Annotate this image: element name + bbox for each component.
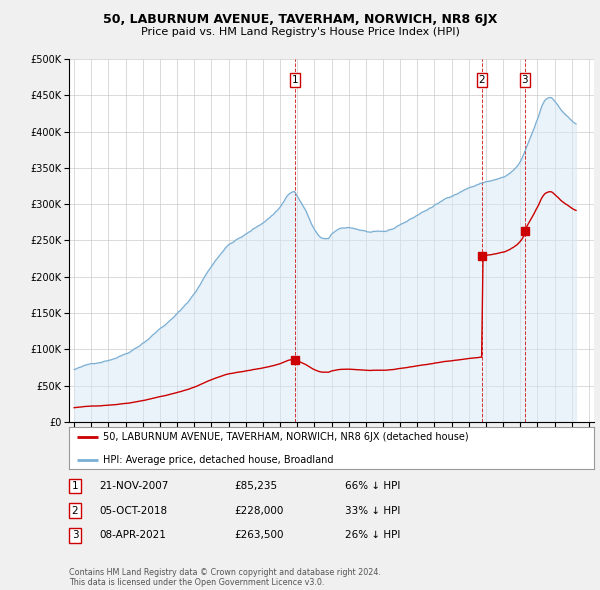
Text: 2: 2 xyxy=(71,506,79,516)
Text: 66% ↓ HPI: 66% ↓ HPI xyxy=(345,481,400,491)
Text: 1: 1 xyxy=(292,76,299,86)
Text: 50, LABURNUM AVENUE, TAVERHAM, NORWICH, NR8 6JX: 50, LABURNUM AVENUE, TAVERHAM, NORWICH, … xyxy=(103,13,497,26)
Text: 05-OCT-2018: 05-OCT-2018 xyxy=(99,506,167,516)
Text: 26% ↓ HPI: 26% ↓ HPI xyxy=(345,530,400,540)
Text: HPI: Average price, detached house, Broadland: HPI: Average price, detached house, Broa… xyxy=(103,455,334,465)
Text: 3: 3 xyxy=(71,530,79,540)
Text: 33% ↓ HPI: 33% ↓ HPI xyxy=(345,506,400,516)
Text: 50, LABURNUM AVENUE, TAVERHAM, NORWICH, NR8 6JX (detached house): 50, LABURNUM AVENUE, TAVERHAM, NORWICH, … xyxy=(103,432,469,442)
Text: Contains HM Land Registry data © Crown copyright and database right 2024.
This d: Contains HM Land Registry data © Crown c… xyxy=(69,568,381,587)
Text: £263,500: £263,500 xyxy=(234,530,284,540)
Text: Price paid vs. HM Land Registry's House Price Index (HPI): Price paid vs. HM Land Registry's House … xyxy=(140,27,460,37)
Text: 1: 1 xyxy=(71,481,79,491)
Text: 08-APR-2021: 08-APR-2021 xyxy=(99,530,166,540)
Text: 21-NOV-2007: 21-NOV-2007 xyxy=(99,481,169,491)
Text: 3: 3 xyxy=(521,76,528,86)
Text: £85,235: £85,235 xyxy=(234,481,277,491)
Text: 2: 2 xyxy=(478,76,485,86)
Text: £228,000: £228,000 xyxy=(234,506,283,516)
